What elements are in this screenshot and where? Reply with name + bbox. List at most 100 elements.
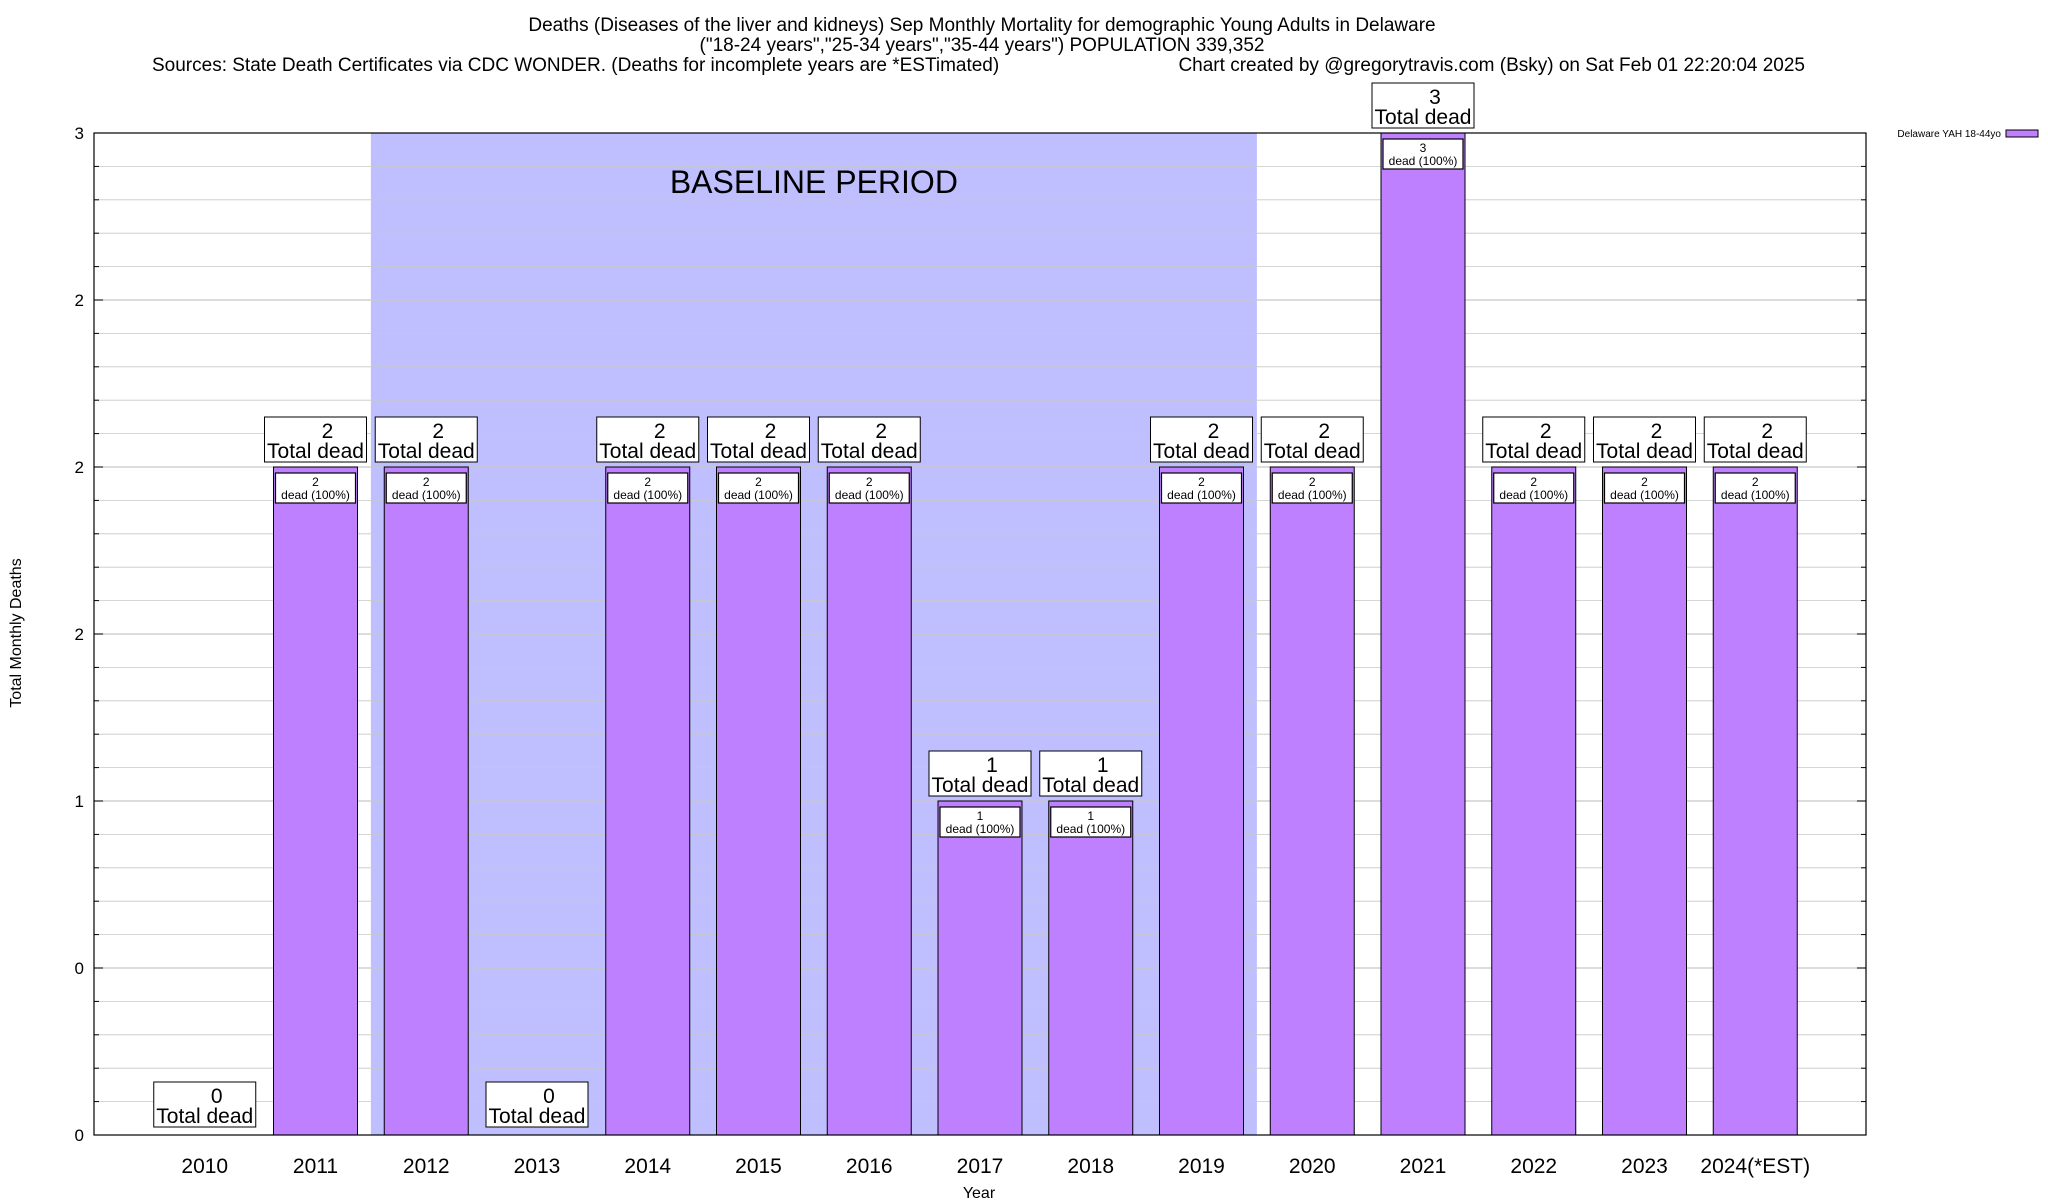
inner-label-text-2023: dead (100%) [1610, 488, 1679, 502]
total-label-count-2021: 3 [1429, 86, 1441, 109]
inner-label-text-2024(*EST): dead (100%) [1721, 488, 1790, 502]
total-label-box-2013 [485, 1081, 589, 1128]
x-tick-label-2011: 2011 [293, 1155, 338, 1178]
total-label-text-2014: Total dead [599, 440, 696, 463]
inner-label-text-2014: dead (100%) [613, 488, 682, 502]
inner-label-box-2011 [274, 472, 357, 504]
y-tick-label-6: 3 [75, 124, 84, 143]
total-label-text-2024(*EST): Total dead [1707, 440, 1804, 463]
axes-layer: 2010 2011 2012 2013 2014 2015 2016 2017 2018 2019… [75, 124, 1867, 1178]
inner-label-count-2020: 2 [1309, 475, 1316, 489]
total-label-count-2022: 2 [1540, 420, 1552, 443]
inner-label-box-2016 [828, 472, 910, 504]
y-tick-label-5: 2 [75, 291, 84, 310]
total-label-box-2021 [1371, 82, 1475, 129]
bars-layer [201, 132, 1798, 1136]
chart-credit-text: Chart created by @gregorytravis.com (Bsk… [1178, 55, 1805, 76]
inner-label-text-2019: dead (100%) [1167, 488, 1236, 502]
inner-label-text-2018: dead (100%) [1056, 822, 1125, 836]
x-tick-label-2023: 2023 [1621, 1155, 1668, 1178]
total-label-text-2021: Total dead [1375, 106, 1472, 129]
total-label-count-2010: 0 [211, 1085, 223, 1108]
inner-label-text-2020: dead (100%) [1278, 488, 1347, 502]
x-tick-label-2010: 2010 [181, 1155, 228, 1178]
total-label-text-2018: Total dead [1042, 774, 1139, 797]
total-label-box-2017 [928, 750, 1032, 797]
total-label-count-2019: 2 [1208, 420, 1220, 443]
x-tick-label-2024(*EST): 2024(*EST) [1700, 1155, 1810, 1178]
bar-2019 [1159, 466, 1244, 1136]
total-label-text-2017: Total dead [932, 774, 1029, 797]
total-label-count-2023: 2 [1651, 420, 1663, 443]
x-tick-label-2017: 2017 [957, 1155, 1004, 1178]
total-label-text-2011: Total dead [267, 440, 364, 463]
y-tick-label-2: 1 [75, 792, 84, 811]
total-label-box-2016 [817, 416, 921, 463]
total-label-text-2013: Total dead [489, 1105, 586, 1128]
inner-label-box-2015 [717, 472, 800, 504]
total-label-count-2020: 2 [1318, 420, 1330, 443]
inner-label-box-2012 [385, 472, 467, 504]
inner-label-text-2015: dead (100%) [724, 488, 793, 502]
inner-label-box-2017 [939, 806, 1021, 838]
inner-label-box-2022 [1493, 472, 1575, 504]
total-label-box-2020 [1260, 416, 1364, 463]
bar-2011 [273, 466, 358, 1136]
total-label-box-2014 [596, 416, 700, 463]
legend-label: Delaware YAH 18-44yo [1897, 129, 2001, 140]
total-label-box-2015 [707, 416, 810, 463]
total-label-count-2011: 2 [322, 420, 334, 443]
x-tick-label-2015: 2015 [735, 1155, 782, 1178]
x-axis-label: Year [963, 1185, 996, 1200]
x-tick-label-2019: 2019 [1178, 1155, 1225, 1178]
bar-2015 [716, 466, 801, 1136]
total-label-box-2023 [1593, 416, 1696, 463]
total-label-count-2013: 0 [543, 1085, 555, 1108]
bar-2012 [383, 466, 469, 1136]
total-label-text-2016: Total dead [821, 440, 918, 463]
inner-label-text-2011: dead (100%) [281, 488, 350, 502]
chart-sources-text: Sources: State Death Certificates via CD… [152, 55, 999, 76]
inner-label-text-2021: dead (100%) [1389, 154, 1458, 168]
inner-label-text-2017: dead (100%) [946, 822, 1015, 836]
inner-label-count-2012: 2 [423, 475, 430, 489]
x-tick-label-2014: 2014 [624, 1155, 671, 1178]
x-tick-label-2018: 2018 [1067, 1155, 1114, 1178]
bar-2016 [826, 466, 912, 1136]
total-label-text-2022: Total dead [1485, 440, 1582, 463]
total-label-box-2011 [264, 416, 367, 463]
baseline-period-label: BASELINE PERIOD [670, 164, 958, 200]
y-axis-label: Total Monthly Deaths [8, 558, 25, 707]
inner-label-count-2018: 1 [1087, 809, 1094, 823]
chart-title-line-2: ("18-24 years","25-34 years","35-44 year… [700, 35, 1265, 56]
y-tick-label-1: 0 [75, 959, 84, 978]
total-label-box-2024(*EST) [1703, 416, 1807, 463]
total-label-count-2024(*EST): 2 [1761, 420, 1773, 443]
chart-title-line-1: Deaths (Diseases of the liver and kidney… [528, 15, 1435, 36]
bar-2017 [937, 800, 1023, 1136]
inner-label-text-2022: dead (100%) [1499, 488, 1568, 502]
total-label-count-2018: 1 [1097, 754, 1109, 777]
total-label-count-2016: 2 [875, 420, 887, 443]
total-label-count-2015: 2 [765, 420, 777, 443]
legend: Delaware YAH 18-44yo [1897, 129, 2039, 140]
y-tick-label-4: 2 [75, 458, 84, 477]
inner-label-text-2012: dead (100%) [392, 488, 461, 502]
total-label-text-2012: Total dead [378, 440, 475, 463]
inner-label-count-2023: 2 [1641, 475, 1648, 489]
total-label-text-2010: Total dead [156, 1105, 253, 1128]
x-tick-label-2012: 2012 [403, 1155, 450, 1178]
total-label-box-2018 [1039, 750, 1143, 797]
chart-title-group: Deaths (Diseases of the liver and kidney… [152, 15, 1805, 76]
bar-2021 [1380, 132, 1466, 1136]
inner-label-box-2014 [607, 472, 689, 504]
inner-label-count-2014: 2 [644, 475, 651, 489]
inner-label-box-2020 [1271, 472, 1353, 504]
inner-label-box-2019 [1160, 472, 1243, 504]
x-tick-label-2021: 2021 [1400, 1155, 1447, 1178]
bar-2020 [1269, 466, 1355, 1136]
total-label-box-2012 [374, 416, 478, 463]
total-label-count-2012: 2 [432, 420, 444, 443]
